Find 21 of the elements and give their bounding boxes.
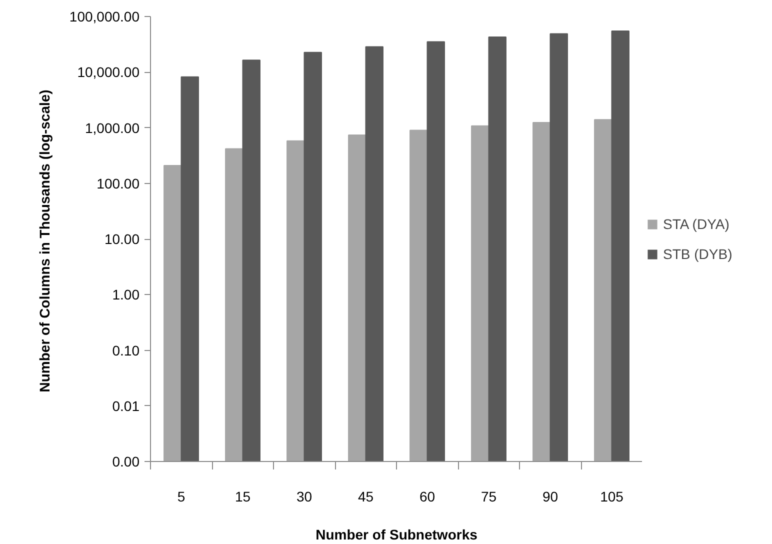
y-tick-label: 0.01: [112, 398, 140, 414]
legend-label: STA (DYA): [663, 216, 730, 232]
x-tick-label: 75: [480, 488, 497, 504]
y-tick-label: 10,000.00: [77, 64, 140, 80]
x-tick-label: 105: [600, 488, 624, 504]
x-tick-label: 30: [296, 488, 312, 504]
x-tick-label: 5: [177, 488, 186, 504]
x-tick-label: 45: [358, 488, 374, 504]
y-tick-label: 100.00: [96, 175, 140, 192]
x-tick-label: 90: [542, 488, 558, 504]
y-tick-label: 1,000.00: [85, 120, 140, 136]
x-tick-label: 15: [234, 488, 251, 504]
y-tick-label: 10.00: [104, 231, 140, 247]
y-axis-title: Number of Columns in Thousands (log-scale): [36, 90, 52, 392]
legend-label: STB (DYB): [663, 246, 732, 262]
y-tick-label: 0.10: [112, 342, 140, 358]
x-axis-title: Number of Subnetworks: [316, 526, 478, 542]
y-tick-label: 1.00: [112, 286, 140, 303]
y-tick-label: 100,000.00: [69, 8, 140, 24]
x-tick-label: 60: [419, 488, 436, 504]
y-tick-label: 0.00: [112, 454, 140, 470]
